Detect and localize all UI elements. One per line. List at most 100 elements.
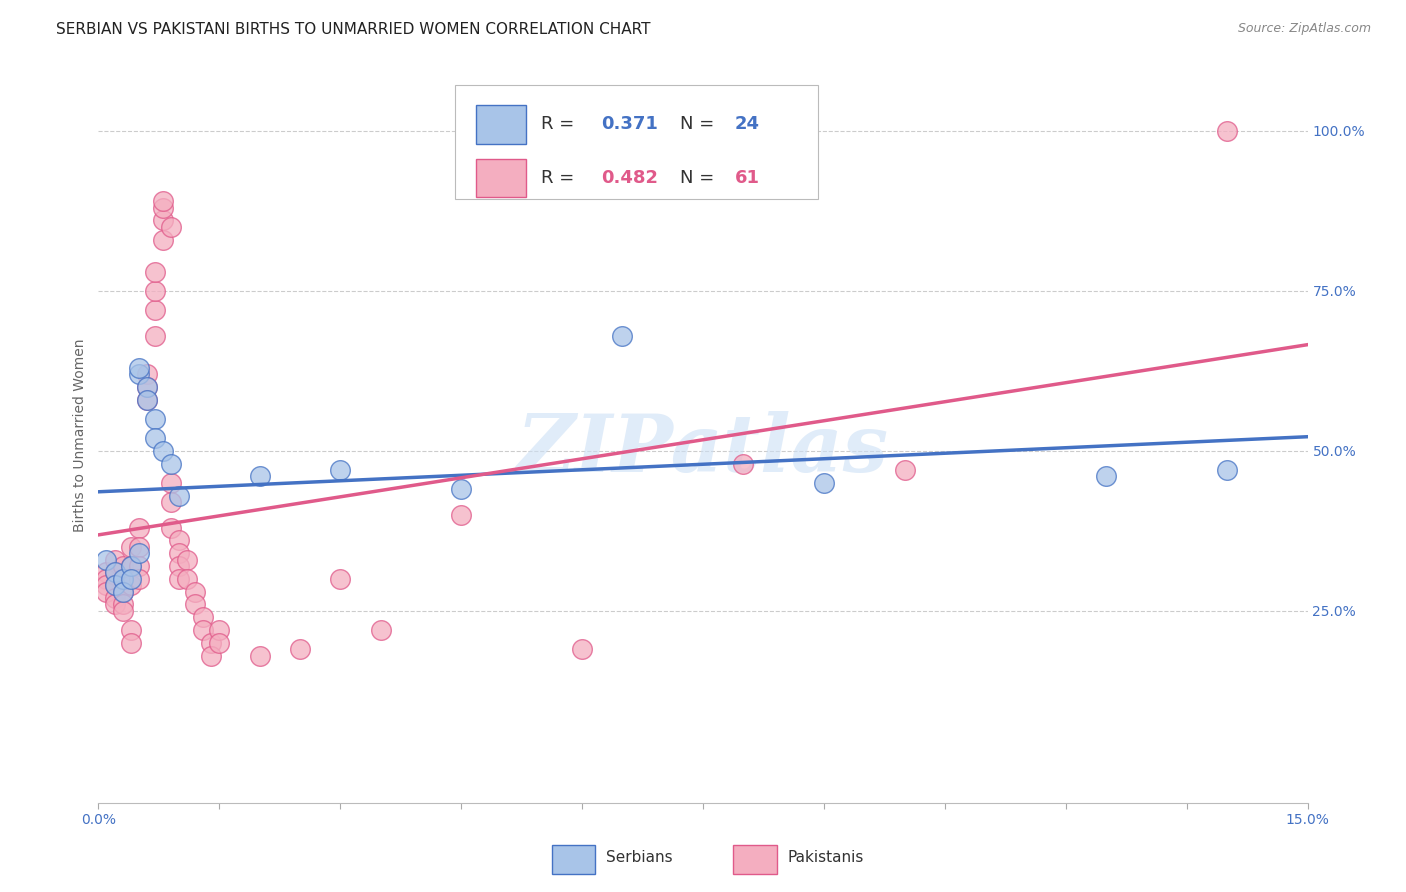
Point — [111, 559, 134, 574]
Point — [1216, 463, 1239, 477]
Text: Source: ZipAtlas.com: Source: ZipAtlas.com — [1237, 22, 1371, 36]
Point — [571, 642, 593, 657]
Point — [120, 636, 142, 650]
Point — [152, 443, 174, 458]
Point — [103, 578, 125, 592]
Point — [160, 475, 183, 490]
Point — [152, 194, 174, 209]
Point — [160, 457, 183, 471]
Point — [208, 636, 231, 650]
Point — [249, 469, 271, 483]
Point — [143, 412, 166, 426]
Point — [288, 642, 311, 657]
Point — [193, 623, 215, 637]
Point — [167, 546, 190, 560]
Point — [135, 392, 157, 407]
Point — [143, 284, 166, 298]
Point — [120, 540, 142, 554]
Point — [128, 540, 150, 554]
Point — [152, 201, 174, 215]
Point — [96, 552, 118, 566]
Point — [200, 636, 222, 650]
Point — [103, 552, 125, 566]
Text: N =: N = — [681, 169, 720, 186]
Point — [893, 463, 915, 477]
Point — [111, 572, 134, 586]
Point — [160, 521, 183, 535]
Point — [96, 578, 118, 592]
Point — [167, 489, 190, 503]
Point — [813, 475, 835, 490]
Point — [184, 584, 207, 599]
Point — [128, 546, 150, 560]
Point — [167, 559, 190, 574]
Point — [103, 566, 125, 580]
Point — [128, 559, 150, 574]
Text: 0.482: 0.482 — [602, 169, 658, 186]
Point — [733, 457, 755, 471]
Point — [135, 392, 157, 407]
FancyBboxPatch shape — [551, 845, 595, 874]
FancyBboxPatch shape — [734, 845, 776, 874]
Point — [111, 598, 134, 612]
Point — [120, 559, 142, 574]
Point — [135, 367, 157, 381]
Point — [612, 328, 634, 343]
Point — [152, 213, 174, 227]
Point — [1216, 124, 1239, 138]
FancyBboxPatch shape — [475, 105, 526, 144]
Point — [193, 610, 215, 624]
Point — [143, 303, 166, 318]
Text: R =: R = — [541, 115, 579, 134]
Point — [103, 578, 125, 592]
Point — [200, 648, 222, 663]
Point — [111, 604, 134, 618]
Point — [143, 431, 166, 445]
Point — [96, 572, 118, 586]
Text: Pakistanis: Pakistanis — [787, 850, 865, 865]
Text: Serbians: Serbians — [606, 850, 673, 865]
Point — [111, 572, 134, 586]
Point — [111, 584, 134, 599]
Text: 61: 61 — [734, 169, 759, 186]
Point — [120, 578, 142, 592]
Point — [120, 623, 142, 637]
Point — [103, 591, 125, 605]
Point — [103, 566, 125, 580]
Point — [152, 233, 174, 247]
Text: SERBIAN VS PAKISTANI BIRTHS TO UNMARRIED WOMEN CORRELATION CHART: SERBIAN VS PAKISTANI BIRTHS TO UNMARRIED… — [56, 22, 651, 37]
Point — [128, 367, 150, 381]
Point — [370, 623, 392, 637]
Point — [135, 380, 157, 394]
Point — [1095, 469, 1118, 483]
Point — [128, 360, 150, 375]
Point — [143, 265, 166, 279]
Point — [96, 566, 118, 580]
Point — [176, 552, 198, 566]
FancyBboxPatch shape — [475, 159, 526, 197]
Point — [128, 572, 150, 586]
Text: ZIPatlas: ZIPatlas — [517, 411, 889, 488]
Point — [184, 598, 207, 612]
Point — [120, 559, 142, 574]
Point — [450, 508, 472, 522]
Point — [128, 521, 150, 535]
Point — [208, 623, 231, 637]
Text: N =: N = — [681, 115, 720, 134]
Point — [111, 584, 134, 599]
Point — [249, 648, 271, 663]
Point — [167, 533, 190, 548]
Text: 24: 24 — [734, 115, 759, 134]
Point — [103, 598, 125, 612]
Point — [135, 380, 157, 394]
Point — [160, 219, 183, 234]
Text: 0.371: 0.371 — [602, 115, 658, 134]
Point — [450, 482, 472, 496]
Point — [120, 572, 142, 586]
Point — [329, 463, 352, 477]
Point — [176, 572, 198, 586]
Point — [160, 495, 183, 509]
FancyBboxPatch shape — [456, 86, 818, 200]
Y-axis label: Births to Unmarried Women: Births to Unmarried Women — [73, 338, 87, 532]
Point — [96, 584, 118, 599]
